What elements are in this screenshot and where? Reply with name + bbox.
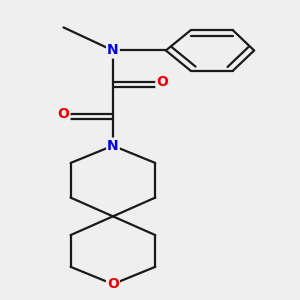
Text: N: N (107, 139, 119, 153)
Text: O: O (156, 75, 168, 89)
Text: O: O (58, 107, 70, 121)
Text: N: N (107, 44, 119, 58)
Text: O: O (107, 277, 119, 291)
